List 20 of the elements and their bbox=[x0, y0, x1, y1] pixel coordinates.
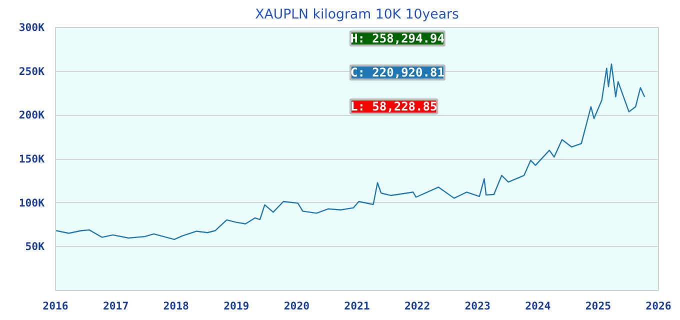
x-tick-label: 2016 bbox=[42, 300, 68, 312]
x-tick-label: 2023 bbox=[464, 300, 490, 312]
x-tick-label: 2018 bbox=[163, 300, 189, 312]
chart-title: XAUPLN kilogram 10K 10years bbox=[255, 8, 459, 22]
y-tick-label: 300K bbox=[18, 21, 46, 34]
x-tick-label: 2019 bbox=[224, 300, 250, 312]
y-tick-label: 50K bbox=[25, 240, 46, 254]
y-tick-label: 250K bbox=[18, 64, 46, 78]
y-tick-label: 150K bbox=[18, 152, 46, 166]
annotation: L: 58,228.85 bbox=[350, 100, 438, 114]
x-tick-label: 2025 bbox=[585, 300, 612, 312]
x-tick-label: 2024 bbox=[525, 300, 551, 312]
line-series bbox=[56, 63, 646, 240]
x-tick-label: 2017 bbox=[102, 300, 129, 312]
y-tick-label: 200K bbox=[18, 108, 46, 122]
x-tick-label: 2021 bbox=[344, 300, 370, 312]
y-tick-label: 100K bbox=[18, 196, 46, 210]
x-tick-label: 2020 bbox=[284, 300, 310, 312]
x-tick-label: 2026 bbox=[646, 300, 672, 312]
x-tick-label: 2022 bbox=[404, 300, 430, 312]
